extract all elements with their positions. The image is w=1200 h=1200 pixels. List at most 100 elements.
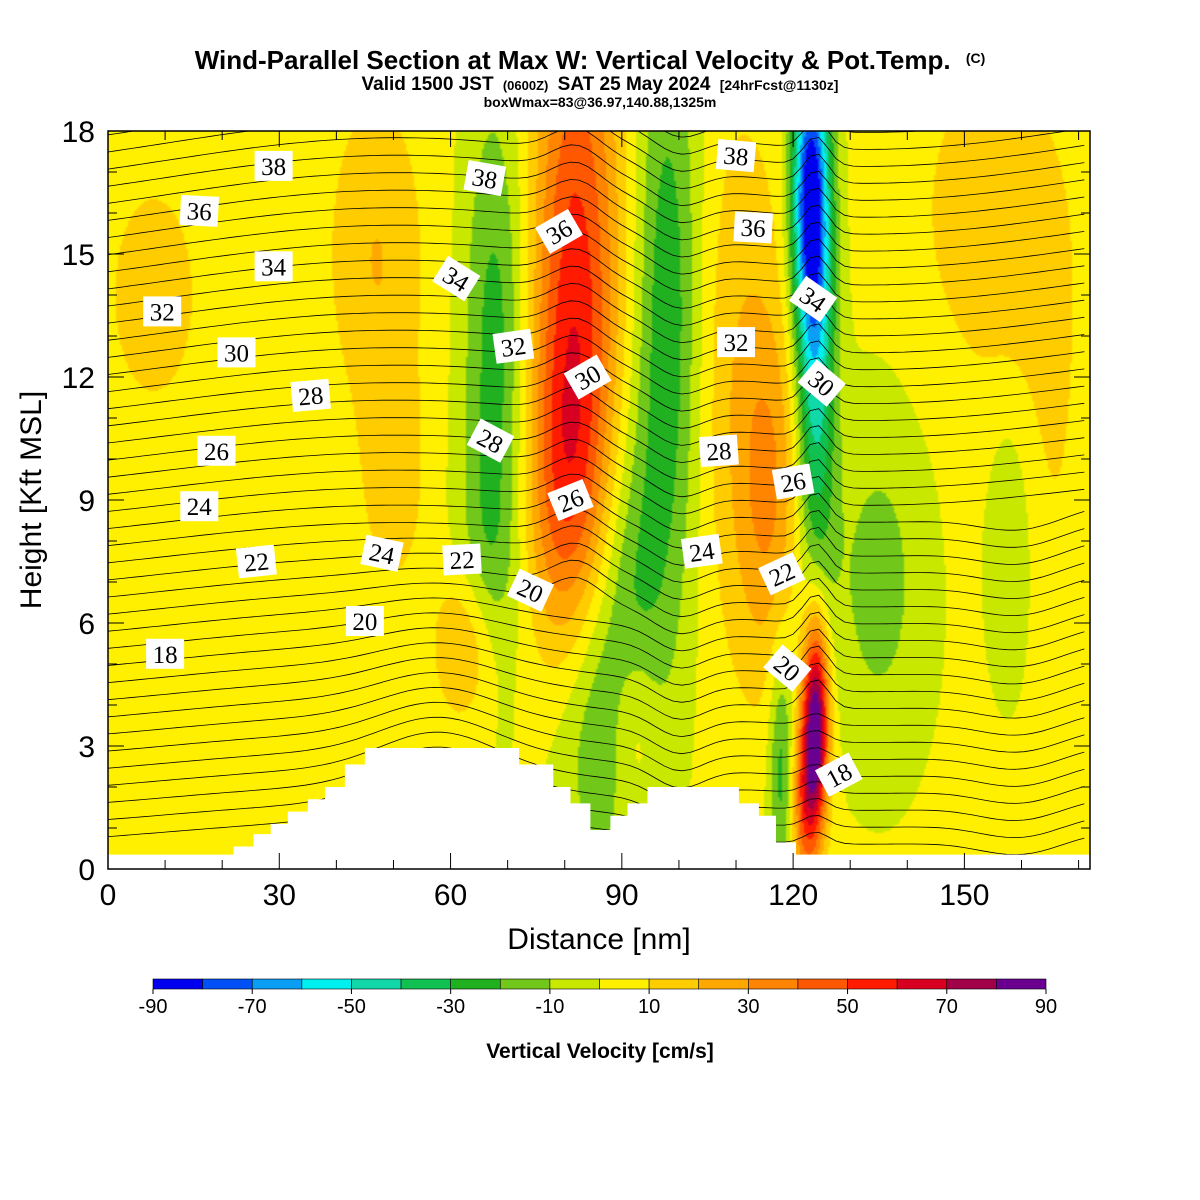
theta-contour-20 xyxy=(108,456,1085,515)
theta-contour-0 xyxy=(108,776,1085,857)
colorbar-bin xyxy=(996,978,1047,990)
contour-label-box xyxy=(535,208,583,254)
contour-label-box xyxy=(463,160,507,197)
theta-contour-21 xyxy=(108,438,1085,498)
x-tick-labels: 0 30 60 90 120 150 xyxy=(100,879,990,912)
colorbar-bin xyxy=(152,978,203,990)
colorbar-bin xyxy=(202,978,253,990)
contour-label-text: 22 xyxy=(243,548,271,577)
colorbar-tick-label: -50 xyxy=(337,996,366,1018)
valid-time-line: Valid 1500 JST (0600Z) SAT 25 May 2024 [… xyxy=(362,74,839,95)
contour-label: 22 xyxy=(235,544,277,579)
contour-label-box xyxy=(217,337,256,368)
theta-contour-22 xyxy=(108,421,1085,481)
contour-label-box xyxy=(758,552,806,596)
contour-label-box xyxy=(235,544,277,579)
contour-label: 20 xyxy=(506,568,555,612)
theta-contour-7 xyxy=(108,672,1085,738)
contour-label-box xyxy=(563,354,612,400)
theta-contour-29 xyxy=(108,300,1085,361)
contour-label: 28 xyxy=(698,434,739,468)
valid-date-text: SAT 25 May 2024 xyxy=(558,74,711,95)
colorbar-tick-label: 70 xyxy=(936,996,958,1018)
theta-contour-3 xyxy=(108,731,1085,806)
contour-label-box xyxy=(345,606,384,636)
contour-label-box xyxy=(179,194,220,227)
contour-label-box xyxy=(466,418,515,463)
contour-label-text: 28 xyxy=(706,438,733,467)
theta-contour-40 xyxy=(108,131,1085,172)
contour-label-text: 18 xyxy=(153,642,178,669)
valid-time-text: Valid 1500 JST xyxy=(362,74,494,95)
contour-label-box xyxy=(254,150,293,181)
y-tick-labels: 0 3 6 9 12 15 18 xyxy=(62,116,95,887)
theta-contour-11 xyxy=(108,612,1085,669)
colorbar-tick-label: 10 xyxy=(638,996,660,1018)
contour-label-text: 38 xyxy=(722,143,749,172)
colorbar-tick-label: -10 xyxy=(535,996,564,1018)
theta-contour-2 xyxy=(108,746,1085,823)
contour-label-box xyxy=(680,533,723,569)
theta-contour-23 xyxy=(108,404,1085,463)
contour-label-box xyxy=(717,327,755,358)
colorbar-bin xyxy=(946,978,997,990)
theta-contour-30 xyxy=(108,283,1085,344)
theta-contour-14 xyxy=(108,559,1085,618)
contour-label: 28 xyxy=(290,378,331,412)
contour-label-text: 24 xyxy=(367,539,398,571)
contour-label: 32 xyxy=(492,328,535,364)
colorbar-bin xyxy=(648,978,700,990)
y-tick-label: 6 xyxy=(78,608,95,641)
contour-label-box xyxy=(254,251,293,282)
contour-label-box xyxy=(146,638,185,669)
contour-label-text: 26 xyxy=(204,439,229,466)
contour-label: 30 xyxy=(217,337,256,368)
contour-label-box xyxy=(197,435,236,466)
colorbar-tick-label: 90 xyxy=(1035,996,1057,1018)
theta-contour-33 xyxy=(108,231,1085,292)
y-tick-label: 15 xyxy=(62,239,95,272)
theta-contour-12 xyxy=(108,597,1085,652)
plot-region xyxy=(108,131,1090,869)
contour-label: 26 xyxy=(771,463,815,500)
colorbar-bin xyxy=(251,978,303,990)
title-block: Wind-Parallel Section at Max W: Vertical… xyxy=(195,45,986,110)
contour-label-box xyxy=(442,543,482,576)
x-tick-label: 0 xyxy=(100,879,117,912)
contour-label-text: 32 xyxy=(724,330,749,357)
theta-contour-27 xyxy=(108,334,1085,395)
contour-label: 38 xyxy=(254,150,293,181)
contour-label: 26 xyxy=(197,435,236,466)
contour-label: 38 xyxy=(715,139,757,173)
x-tick-label: 30 xyxy=(263,879,296,912)
chart-title-text: Wind-Parallel Section at Max W: Vertical… xyxy=(195,45,951,75)
y-tick-label: 12 xyxy=(62,362,95,395)
y-axis-title: Height [Kft MSL] xyxy=(15,391,48,609)
theta-contour-18 xyxy=(108,490,1085,549)
y-tick-label: 9 xyxy=(78,485,95,518)
contour-label: 22 xyxy=(442,543,482,576)
terrain-mask xyxy=(108,748,1090,869)
contour-label: 32 xyxy=(717,327,755,358)
contour-label-box xyxy=(788,275,838,323)
x-tick-label: 90 xyxy=(605,879,638,912)
contour-label-text: 26 xyxy=(779,468,808,499)
colorbar-bin xyxy=(351,978,402,990)
y-tick-label: 0 xyxy=(78,854,95,887)
contour-label-box xyxy=(715,139,757,173)
chart-title-suffix: (C) xyxy=(966,50,985,66)
contour-label-text: 24 xyxy=(187,494,213,521)
contour-label-box xyxy=(763,644,812,692)
colorbar-tick-label: -70 xyxy=(238,996,267,1018)
contour-label: 38 xyxy=(463,160,507,197)
colorbar-bin xyxy=(301,978,352,990)
x-tick-label: 150 xyxy=(939,879,989,912)
theta-contour-6 xyxy=(108,686,1085,755)
colorbar-bin xyxy=(400,978,451,990)
colorbar-bin xyxy=(450,978,501,990)
axis-ticks xyxy=(107,130,1090,870)
contour-label-text: 36 xyxy=(740,215,766,243)
colorbar-bin xyxy=(896,978,948,990)
colorbar-title: Vertical Velocity [cm/s] xyxy=(486,1040,714,1063)
contour-label: 20 xyxy=(345,606,384,636)
